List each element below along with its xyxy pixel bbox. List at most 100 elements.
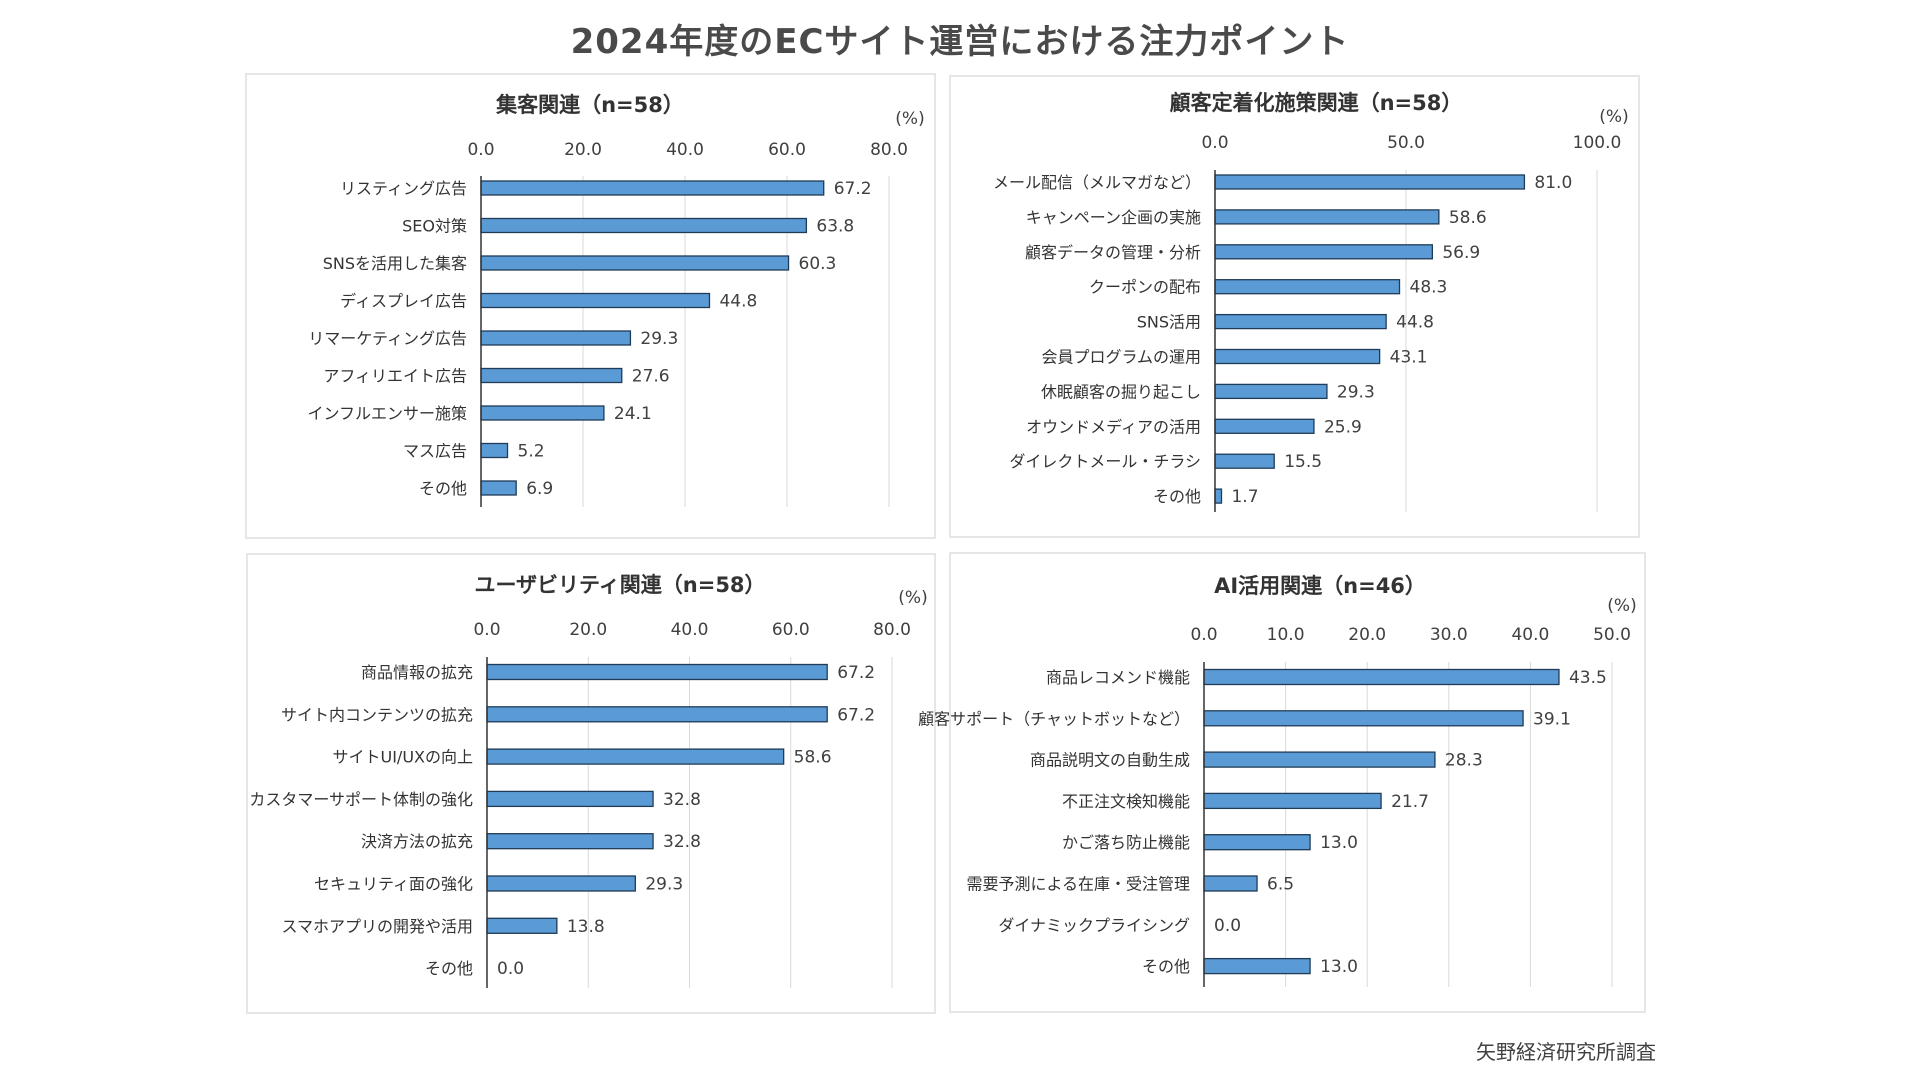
value-label: 58.6 bbox=[1449, 208, 1487, 228]
value-label: 13.0 bbox=[1320, 957, 1358, 977]
bar bbox=[486, 833, 654, 850]
category-label: メール配信（メルマガなど） bbox=[993, 173, 1201, 192]
value-label: 15.5 bbox=[1284, 452, 1322, 472]
bar bbox=[1214, 488, 1223, 504]
bar bbox=[1203, 792, 1382, 810]
bar bbox=[486, 875, 636, 892]
category-label: アフィリエイト広告 bbox=[323, 367, 467, 386]
value-label: 67.2 bbox=[837, 705, 875, 725]
category-label: セキュリティ面の強化 bbox=[314, 875, 473, 894]
category-label: カスタマーサポート体制の強化 bbox=[249, 790, 473, 809]
bar bbox=[480, 367, 623, 384]
tick-label: 0.0 bbox=[1201, 133, 1228, 153]
tick-label: 80.0 bbox=[870, 140, 908, 160]
category-label: SEO対策 bbox=[402, 217, 467, 236]
panel-usability: ユーザビリティ関連（n=58） (%) 0.0 20.0 40.0 60.0 80.0 商品情… bbox=[246, 553, 936, 1014]
main-title: 2024年度のECサイト運営における注力ポイント bbox=[570, 22, 1350, 62]
value-label: 43.1 bbox=[1390, 348, 1428, 368]
chart-customer-acquisition: 集客関連（n=58） (%) 0.0 20.0 40.0 60.0 80.0 リスティング広告… bbox=[307, 93, 925, 507]
value-label: 81.0 bbox=[1534, 173, 1572, 193]
category-label: その他 bbox=[1153, 487, 1201, 506]
value-label: 1.7 bbox=[1231, 487, 1258, 507]
category-label: サイトUI/UXの向上 bbox=[333, 748, 474, 767]
bar bbox=[1214, 209, 1440, 225]
value-label: 21.7 bbox=[1391, 792, 1429, 812]
value-label: 29.3 bbox=[1337, 382, 1375, 402]
category-label: 需要予測による在庫・受注管理 bbox=[966, 875, 1190, 894]
category-label: SNSを活用した集客 bbox=[323, 254, 467, 273]
bar bbox=[480, 330, 632, 346]
category-label: ダイナミックプライシング bbox=[998, 916, 1190, 935]
tick-label: 40.0 bbox=[1511, 625, 1549, 645]
chart-customer-retention: 顧客定着化施策関連（n=58） (%) 0.0 50.0 100.0 メール配信（メルマガ… bbox=[993, 91, 1629, 512]
bar bbox=[480, 442, 509, 459]
category-label: 顧客データの管理・分析 bbox=[1025, 243, 1201, 262]
bar bbox=[486, 706, 828, 723]
category-label: 休眠顧客の掘り起こし bbox=[1041, 382, 1201, 401]
value-label: 32.8 bbox=[663, 832, 701, 852]
value-label: 58.6 bbox=[794, 748, 832, 768]
category-label: その他 bbox=[419, 479, 467, 498]
value-label: 6.5 bbox=[1267, 875, 1294, 895]
category-label: その他 bbox=[1142, 957, 1190, 976]
chart-title: 集客関連（n=58） bbox=[495, 93, 684, 117]
category-label: ダイレクトメール・チラシ bbox=[1009, 452, 1201, 471]
chart-ai-utilization: AI活用関連（n=46） (%) 0.0 10.0 20.0 30.0 40.0 50.0 商品… bbox=[918, 574, 1637, 987]
tick-label: 10.0 bbox=[1267, 625, 1305, 645]
tick-label: 80.0 bbox=[873, 620, 911, 640]
value-label: 39.1 bbox=[1533, 709, 1571, 729]
value-label: 29.3 bbox=[645, 875, 683, 895]
bar bbox=[1214, 453, 1275, 469]
category-label: 商品レコメンド機能 bbox=[1046, 668, 1190, 687]
tick-label: 20.0 bbox=[1348, 625, 1386, 645]
category-label: SNS活用 bbox=[1137, 313, 1201, 332]
tick-label: 20.0 bbox=[564, 140, 602, 160]
value-label: 6.9 bbox=[526, 479, 553, 499]
category-label: 決済方法の拡充 bbox=[361, 832, 473, 851]
bar bbox=[480, 405, 605, 421]
bar bbox=[1203, 957, 1311, 975]
bar bbox=[1214, 348, 1381, 365]
value-label: 44.8 bbox=[1396, 313, 1434, 333]
bar bbox=[486, 917, 558, 934]
bar bbox=[480, 480, 517, 496]
category-label: ディスプレイ広告 bbox=[340, 292, 467, 311]
value-label: 0.0 bbox=[1214, 916, 1241, 936]
value-label: 13.0 bbox=[1320, 833, 1358, 853]
category-label: サイト内コンテンツの拡充 bbox=[281, 705, 473, 724]
value-label: 28.3 bbox=[1445, 751, 1483, 771]
chart-title: 顧客定着化施策関連（n=58） bbox=[1170, 91, 1463, 115]
tick-label: 60.0 bbox=[768, 140, 806, 160]
value-label: 27.6 bbox=[632, 367, 670, 387]
chart-usability: ユーザビリティ関連（n=58） (%) 0.0 20.0 40.0 60.0 80.0 商品情… bbox=[249, 573, 928, 988]
value-label: 60.3 bbox=[799, 254, 837, 274]
tick-label: 60.0 bbox=[772, 620, 810, 640]
value-label: 29.3 bbox=[640, 329, 678, 349]
unit-label: (%) bbox=[1599, 107, 1628, 127]
bar bbox=[1214, 383, 1328, 400]
tick-label: 30.0 bbox=[1430, 625, 1468, 645]
tick-label: 0.0 bbox=[1190, 625, 1217, 645]
bar bbox=[480, 180, 825, 196]
value-label: 67.2 bbox=[834, 179, 872, 199]
value-label: 48.3 bbox=[1410, 278, 1448, 298]
tick-label: 0.0 bbox=[473, 620, 500, 640]
value-label: 56.9 bbox=[1442, 243, 1480, 263]
value-label: 24.1 bbox=[614, 404, 652, 424]
value-label: 25.9 bbox=[1324, 417, 1362, 437]
category-label: その他 bbox=[425, 959, 473, 978]
category-label: リマーケティング広告 bbox=[308, 329, 467, 348]
value-label: 0.0 bbox=[497, 959, 524, 979]
source-credit: 矢野経済研究所調査 bbox=[1476, 1040, 1656, 1064]
category-label: スマホアプリの開発や活用 bbox=[281, 917, 473, 936]
bar bbox=[1214, 244, 1434, 260]
bar bbox=[486, 790, 654, 808]
panel-ai-utilization: AI活用関連（n=46） (%) 0.0 10.0 20.0 30.0 40.0 50.0 商品… bbox=[918, 552, 1646, 1013]
bar bbox=[1203, 668, 1560, 686]
bar bbox=[480, 292, 711, 309]
tick-label: 50.0 bbox=[1387, 133, 1425, 153]
chart-title: AI活用関連（n=46） bbox=[1214, 574, 1426, 598]
category-label: 商品情報の拡充 bbox=[361, 663, 473, 682]
tick-label: 40.0 bbox=[666, 140, 704, 160]
category-label: インフルエンサー施策 bbox=[307, 404, 467, 423]
